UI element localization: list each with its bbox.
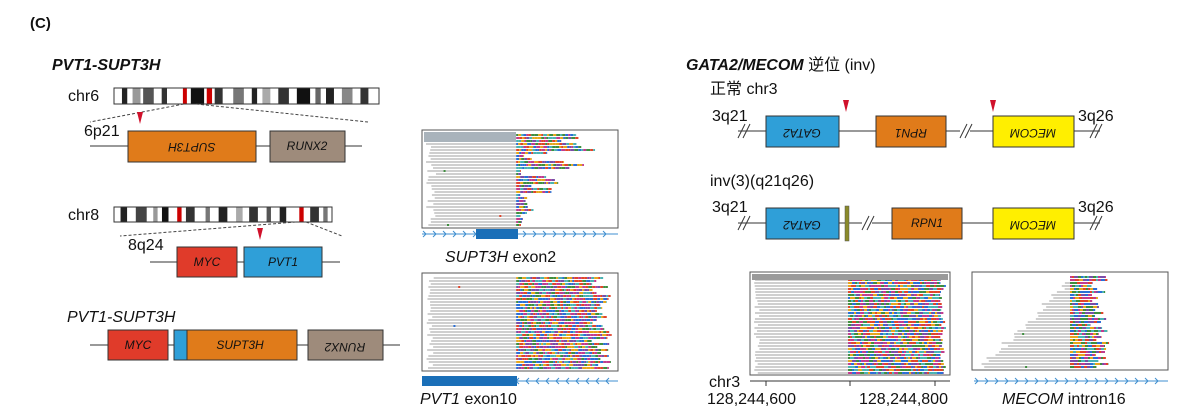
gene-runx2-6p21: RUNX2 <box>287 139 328 153</box>
right-title: GATA2/MECOM 逆位 (inv) <box>686 56 876 74</box>
gene-gata2-normal: GATA2 <box>783 126 821 140</box>
chr8-ideogram <box>113 206 333 223</box>
left-title: PVT1-SUPT3H <box>52 57 161 74</box>
gene-gata2-box-inv <box>765 207 840 240</box>
normal-band-right: 3q26 <box>1078 108 1114 125</box>
gene-rpn1-normal: RPN1 <box>895 126 927 140</box>
reads-pileup-supt3h <box>421 129 619 229</box>
gene-mecom-inv: MECOM <box>1010 218 1056 232</box>
inv-break-left <box>737 215 751 231</box>
chr3-tick-label-1: 128,244,600 <box>707 391 796 408</box>
reads-pileup-mecom <box>971 271 1169 371</box>
gene-supt3h-fusion: SUPT3H <box>216 338 264 352</box>
gene-pvt1-box-8q24 <box>243 246 323 278</box>
inv-break-middle <box>861 214 875 232</box>
gene-runx2-box-fusion <box>307 329 384 361</box>
normal-break-middle <box>959 122 973 140</box>
transcript-track-pvt1 <box>422 376 618 386</box>
caption-pvt1-exon10: PVT1 exon10 <box>420 391 517 408</box>
gene-gata2-inv: GATA2 <box>783 218 821 232</box>
chr8-zoom-line-right <box>305 221 343 237</box>
transcript-track-mecom <box>974 377 1168 385</box>
normal-break-right <box>1089 123 1103 139</box>
chr6-zoom-line-right <box>195 103 369 123</box>
marker-6p21 <box>137 112 143 124</box>
marker-normal-mecom <box>990 100 996 112</box>
panel-label: (C) <box>30 15 51 32</box>
gene-pvt1-8q24: PVT1 <box>268 255 298 269</box>
chr6-zoom-line-left <box>89 103 185 123</box>
reads-pileup-pvt1 <box>421 272 619 372</box>
gene-myc-fusion: MYC <box>125 338 152 352</box>
chr3-axis-label: chr3 <box>709 374 740 391</box>
gene-gata2-box-normal <box>765 115 840 148</box>
gene-mecom-box-inv <box>992 207 1075 240</box>
gene-rpn1-inv: RPN1 <box>911 216 943 230</box>
gene-rpn1-box-normal <box>875 115 947 148</box>
chr6-ideogram <box>113 87 380 105</box>
gene-pvt1-fragment-fusion <box>173 329 188 361</box>
gene-myc-8q24: MYC <box>194 255 221 269</box>
inv3-label: inv(3)(q21q26) <box>710 173 814 190</box>
normal-break-left <box>737 123 751 139</box>
gene-supt3h-6p21: SUPT3H <box>168 140 216 154</box>
fusion-label: PVT1-SUPT3H <box>67 309 176 326</box>
inv-band-left: 3q21 <box>712 199 748 216</box>
gene-mecom-normal: MECOM <box>1010 126 1056 140</box>
mecom-fragment-inv <box>844 205 850 242</box>
marker-8q24 <box>257 228 263 240</box>
band-8q24: 8q24 <box>128 237 164 254</box>
normal-band-left: 3q21 <box>712 108 748 125</box>
gene-runx2-fusion: RUNX2 <box>324 340 365 354</box>
gene-supt3h-box-6p21 <box>127 130 257 163</box>
gene-rpn1-box-inv <box>891 207 963 240</box>
chr8-label: chr8 <box>68 207 99 224</box>
marker-normal-gata2 <box>843 100 849 112</box>
normal-chr3-label: 正常 chr3 <box>710 80 778 98</box>
caption-mecom-intron16: MECOM intron16 <box>1002 391 1126 408</box>
gene-supt3h-box-fusion <box>186 329 298 361</box>
transcript-track-supt3h <box>422 229 618 239</box>
inv-break-right <box>1089 215 1103 231</box>
inv-band-right: 3q26 <box>1078 199 1114 216</box>
reads-pileup-chr3 <box>749 271 951 376</box>
gene-runx2-box-6p21 <box>269 130 346 163</box>
caption-supt3h-exon2: SUPT3H exon2 <box>445 249 556 266</box>
chr3-tick-label-2: 128,244,800 <box>859 391 948 408</box>
chr6-label: chr6 <box>68 88 99 105</box>
gene-myc-box-8q24 <box>176 246 238 278</box>
gene-mecom-box-normal <box>992 115 1075 148</box>
chr8-zoom-line-left <box>119 221 297 237</box>
gene-myc-box-fusion <box>107 329 169 361</box>
band-6p21: 6p21 <box>84 123 120 140</box>
